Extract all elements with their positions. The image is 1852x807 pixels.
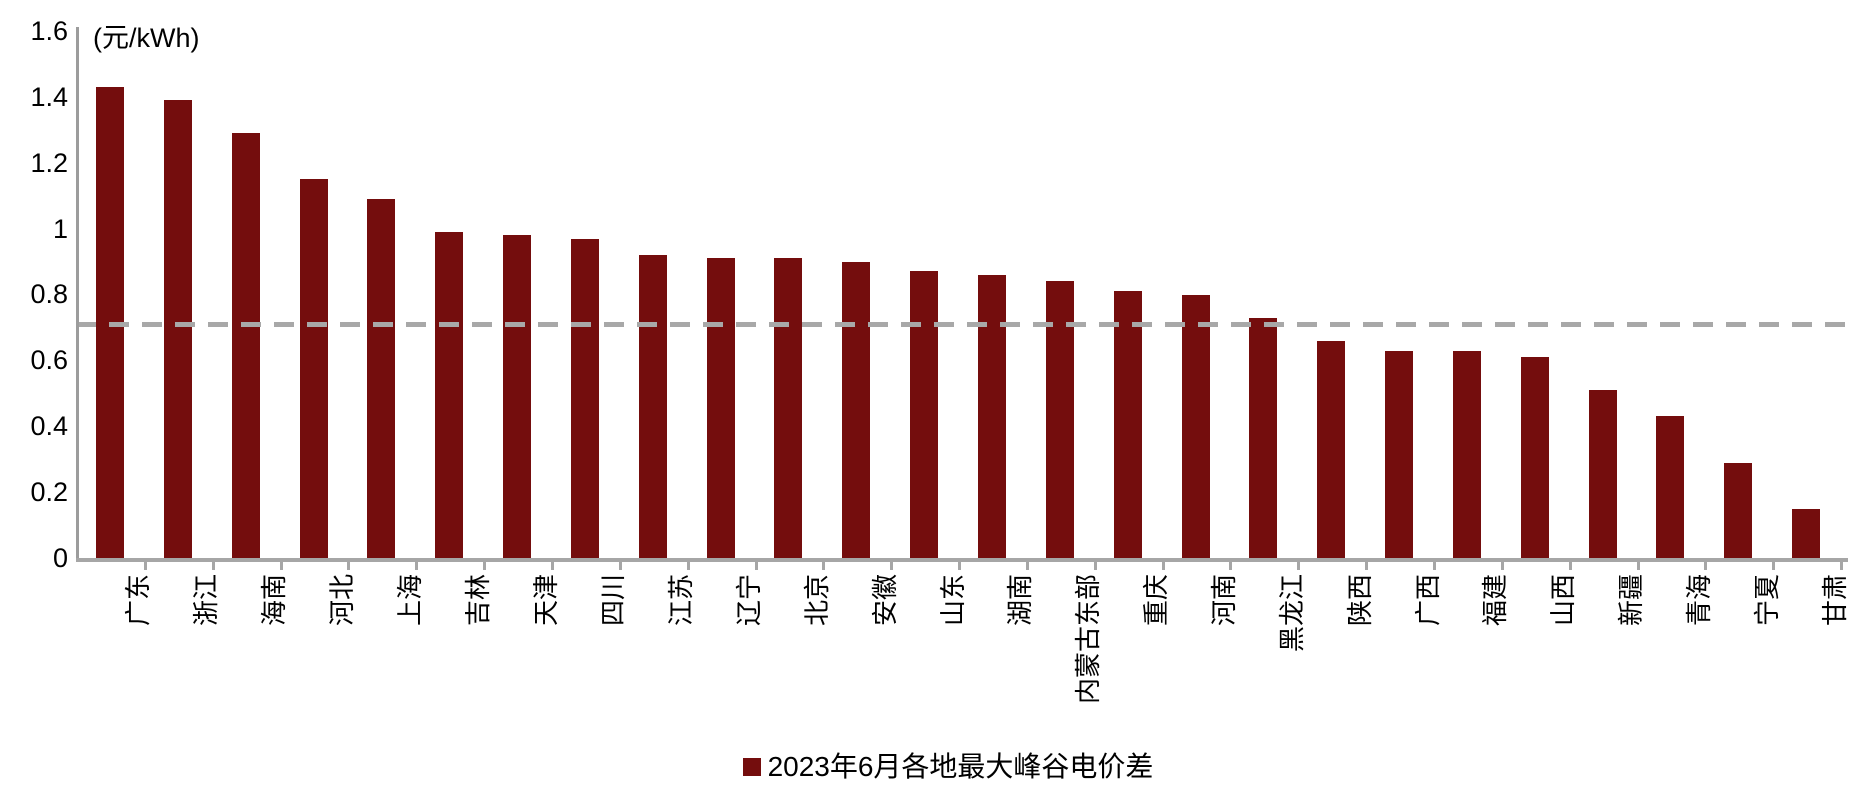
x-axis-label: 河北 <box>327 574 357 627</box>
y-axis-tick-label: 0.2 <box>30 477 68 508</box>
bar <box>842 261 871 561</box>
x-axis-tick <box>550 561 554 570</box>
x-axis-label: 甘肃 <box>1819 574 1850 627</box>
y-axis-tick-label: 1 <box>52 213 68 244</box>
x-axis-tick <box>618 561 622 570</box>
y-axis-tick-label: 0 <box>52 543 68 573</box>
x-axis-tick <box>211 561 215 570</box>
x-axis-label: 黑龙江 <box>1276 574 1307 653</box>
x-axis-tick <box>1093 561 1097 570</box>
bar <box>231 133 260 561</box>
x-axis-tick <box>1161 561 1165 570</box>
bar <box>570 238 599 561</box>
x-axis-label: 广西 <box>1412 574 1443 627</box>
bar <box>706 258 735 561</box>
x-axis-tick <box>890 561 894 570</box>
x-axis-label: 山东 <box>937 574 968 627</box>
x-axis-tick <box>1365 561 1369 570</box>
x-axis-tick <box>1772 561 1776 570</box>
bar <box>1385 350 1413 561</box>
x-axis-label: 江苏 <box>666 574 697 627</box>
reference-dashed-line <box>76 322 1848 328</box>
bar <box>1724 462 1753 561</box>
bar <box>638 255 667 561</box>
bar <box>910 271 939 561</box>
x-axis-label: 湖南 <box>1005 574 1036 627</box>
bar <box>1113 291 1142 561</box>
legend-label: 2023年6月各地最大峰谷电价差 <box>767 751 1154 782</box>
x-axis-tick <box>483 561 487 570</box>
x-axis-label: 四川 <box>598 574 629 627</box>
x-axis-label: 河南 <box>1209 574 1239 627</box>
x-axis-tick <box>1297 561 1301 570</box>
x-axis-label: 辽宁 <box>734 574 764 627</box>
x-axis-tick <box>143 561 147 570</box>
bar <box>1656 416 1685 561</box>
x-axis-label: 宁夏 <box>1751 574 1782 627</box>
bar <box>1520 357 1549 561</box>
x-axis-tick <box>279 561 283 570</box>
x-axis-tick <box>1229 561 1233 570</box>
y-axis-tick-label: 0.4 <box>30 411 68 442</box>
bar <box>435 231 464 561</box>
x-axis-label: 上海 <box>394 574 425 627</box>
x-axis-label: 海南 <box>259 574 290 627</box>
x-axis-label: 陕西 <box>1344 574 1375 627</box>
x-axis-label: 安徽 <box>869 574 900 627</box>
x-axis-label: 福建 <box>1480 574 1511 627</box>
y-axis-tick-label: 1.4 <box>30 81 68 112</box>
x-axis-tick <box>686 561 690 570</box>
bar <box>774 258 803 561</box>
x-axis-label: 内蒙古东部 <box>1073 574 1104 705</box>
x-axis-tick <box>958 561 961 570</box>
bar <box>1317 340 1346 561</box>
y-axis-tick-label: 0.6 <box>30 345 68 376</box>
bar <box>977 274 1006 561</box>
bar <box>503 235 531 561</box>
x-axis-label: 天津 <box>530 574 561 627</box>
x-axis-tick <box>822 561 826 570</box>
x-axis-tick <box>1432 561 1436 570</box>
x-axis-label: 山西 <box>1548 574 1579 627</box>
y-axis-tick-label: 0.8 <box>30 279 68 310</box>
x-axis-tick <box>1025 561 1029 570</box>
bar <box>1249 317 1278 561</box>
x-axis-tick <box>347 561 351 570</box>
bar <box>1452 350 1481 561</box>
x-axis-label: 浙江 <box>191 574 222 627</box>
legend-swatch-icon <box>742 758 761 776</box>
x-axis-label: 新疆 <box>1616 574 1646 627</box>
bar <box>299 179 328 561</box>
bar <box>1588 390 1617 561</box>
x-axis-tick <box>1568 561 1572 570</box>
x-axis-label: 青海 <box>1683 574 1714 627</box>
bar <box>163 100 192 561</box>
x-axis-label: 广东 <box>123 574 154 627</box>
bar <box>1045 281 1074 561</box>
x-axis-tick <box>1500 561 1504 570</box>
x-axis-line <box>76 558 1848 562</box>
y-axis-tick-label: 1.2 <box>30 147 68 178</box>
legend: 2023年6月各地最大峰谷电价差 <box>22 750 1852 784</box>
y-axis-line <box>76 27 79 562</box>
x-axis-label: 北京 <box>801 574 832 627</box>
x-axis-tick <box>415 561 419 570</box>
y-axis-tick-label: 1.6 <box>30 15 68 46</box>
x-axis-tick <box>1840 561 1843 570</box>
bar <box>1792 508 1821 561</box>
x-axis-tick <box>1636 561 1640 570</box>
x-axis-label: 吉林 <box>462 574 493 627</box>
bar <box>367 199 396 561</box>
bar <box>1181 294 1210 561</box>
y-axis-unit-label: (元/kWh) <box>93 23 200 53</box>
x-axis-tick <box>1704 561 1708 570</box>
x-axis-label: 重庆 <box>1141 574 1172 627</box>
x-axis-tick <box>754 561 758 570</box>
